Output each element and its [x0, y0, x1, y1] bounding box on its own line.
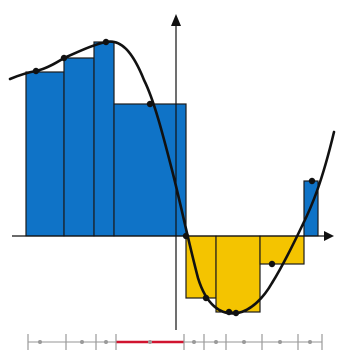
- sample-point-1: [32, 67, 40, 75]
- positive-rectangle-3: [93, 41, 115, 237]
- negative-rectangle-3: [259, 235, 305, 265]
- axes-group: [12, 14, 334, 330]
- positive-rectangle-2: [63, 57, 95, 237]
- sample-point-5: [182, 232, 190, 240]
- negative-rectangles-group: [185, 235, 305, 313]
- sample-point-8: [232, 309, 240, 317]
- partition-point-3: [104, 340, 108, 344]
- partition-group: [27, 334, 323, 350]
- positive-rectangle-1: [25, 71, 65, 237]
- positive-rectangles-group: [25, 41, 319, 237]
- sample-point-7: [225, 308, 233, 316]
- sample-points-group: [32, 38, 316, 317]
- partition-point-8: [278, 340, 282, 344]
- y-axis-arrowhead: [171, 14, 181, 26]
- x-axis-arrowhead: [324, 231, 334, 241]
- partition-point-6: [214, 340, 218, 344]
- sample-point-3: [102, 38, 110, 46]
- partition-point-5: [192, 340, 196, 344]
- partition-point-4: [148, 340, 152, 344]
- partition-point-2: [80, 340, 84, 344]
- partition-point-7: [242, 340, 246, 344]
- partition-point-1: [38, 340, 42, 344]
- negative-rectangle-2: [215, 235, 261, 313]
- partition-point-9: [308, 340, 312, 344]
- sample-point-2: [60, 54, 68, 62]
- positive-rectangle-4: [113, 103, 187, 237]
- sample-point-9: [268, 260, 276, 268]
- function-curve: [8, 40, 336, 315]
- sample-point-6: [202, 294, 210, 302]
- sample-point-10: [308, 177, 316, 185]
- sample-point-4: [146, 100, 154, 108]
